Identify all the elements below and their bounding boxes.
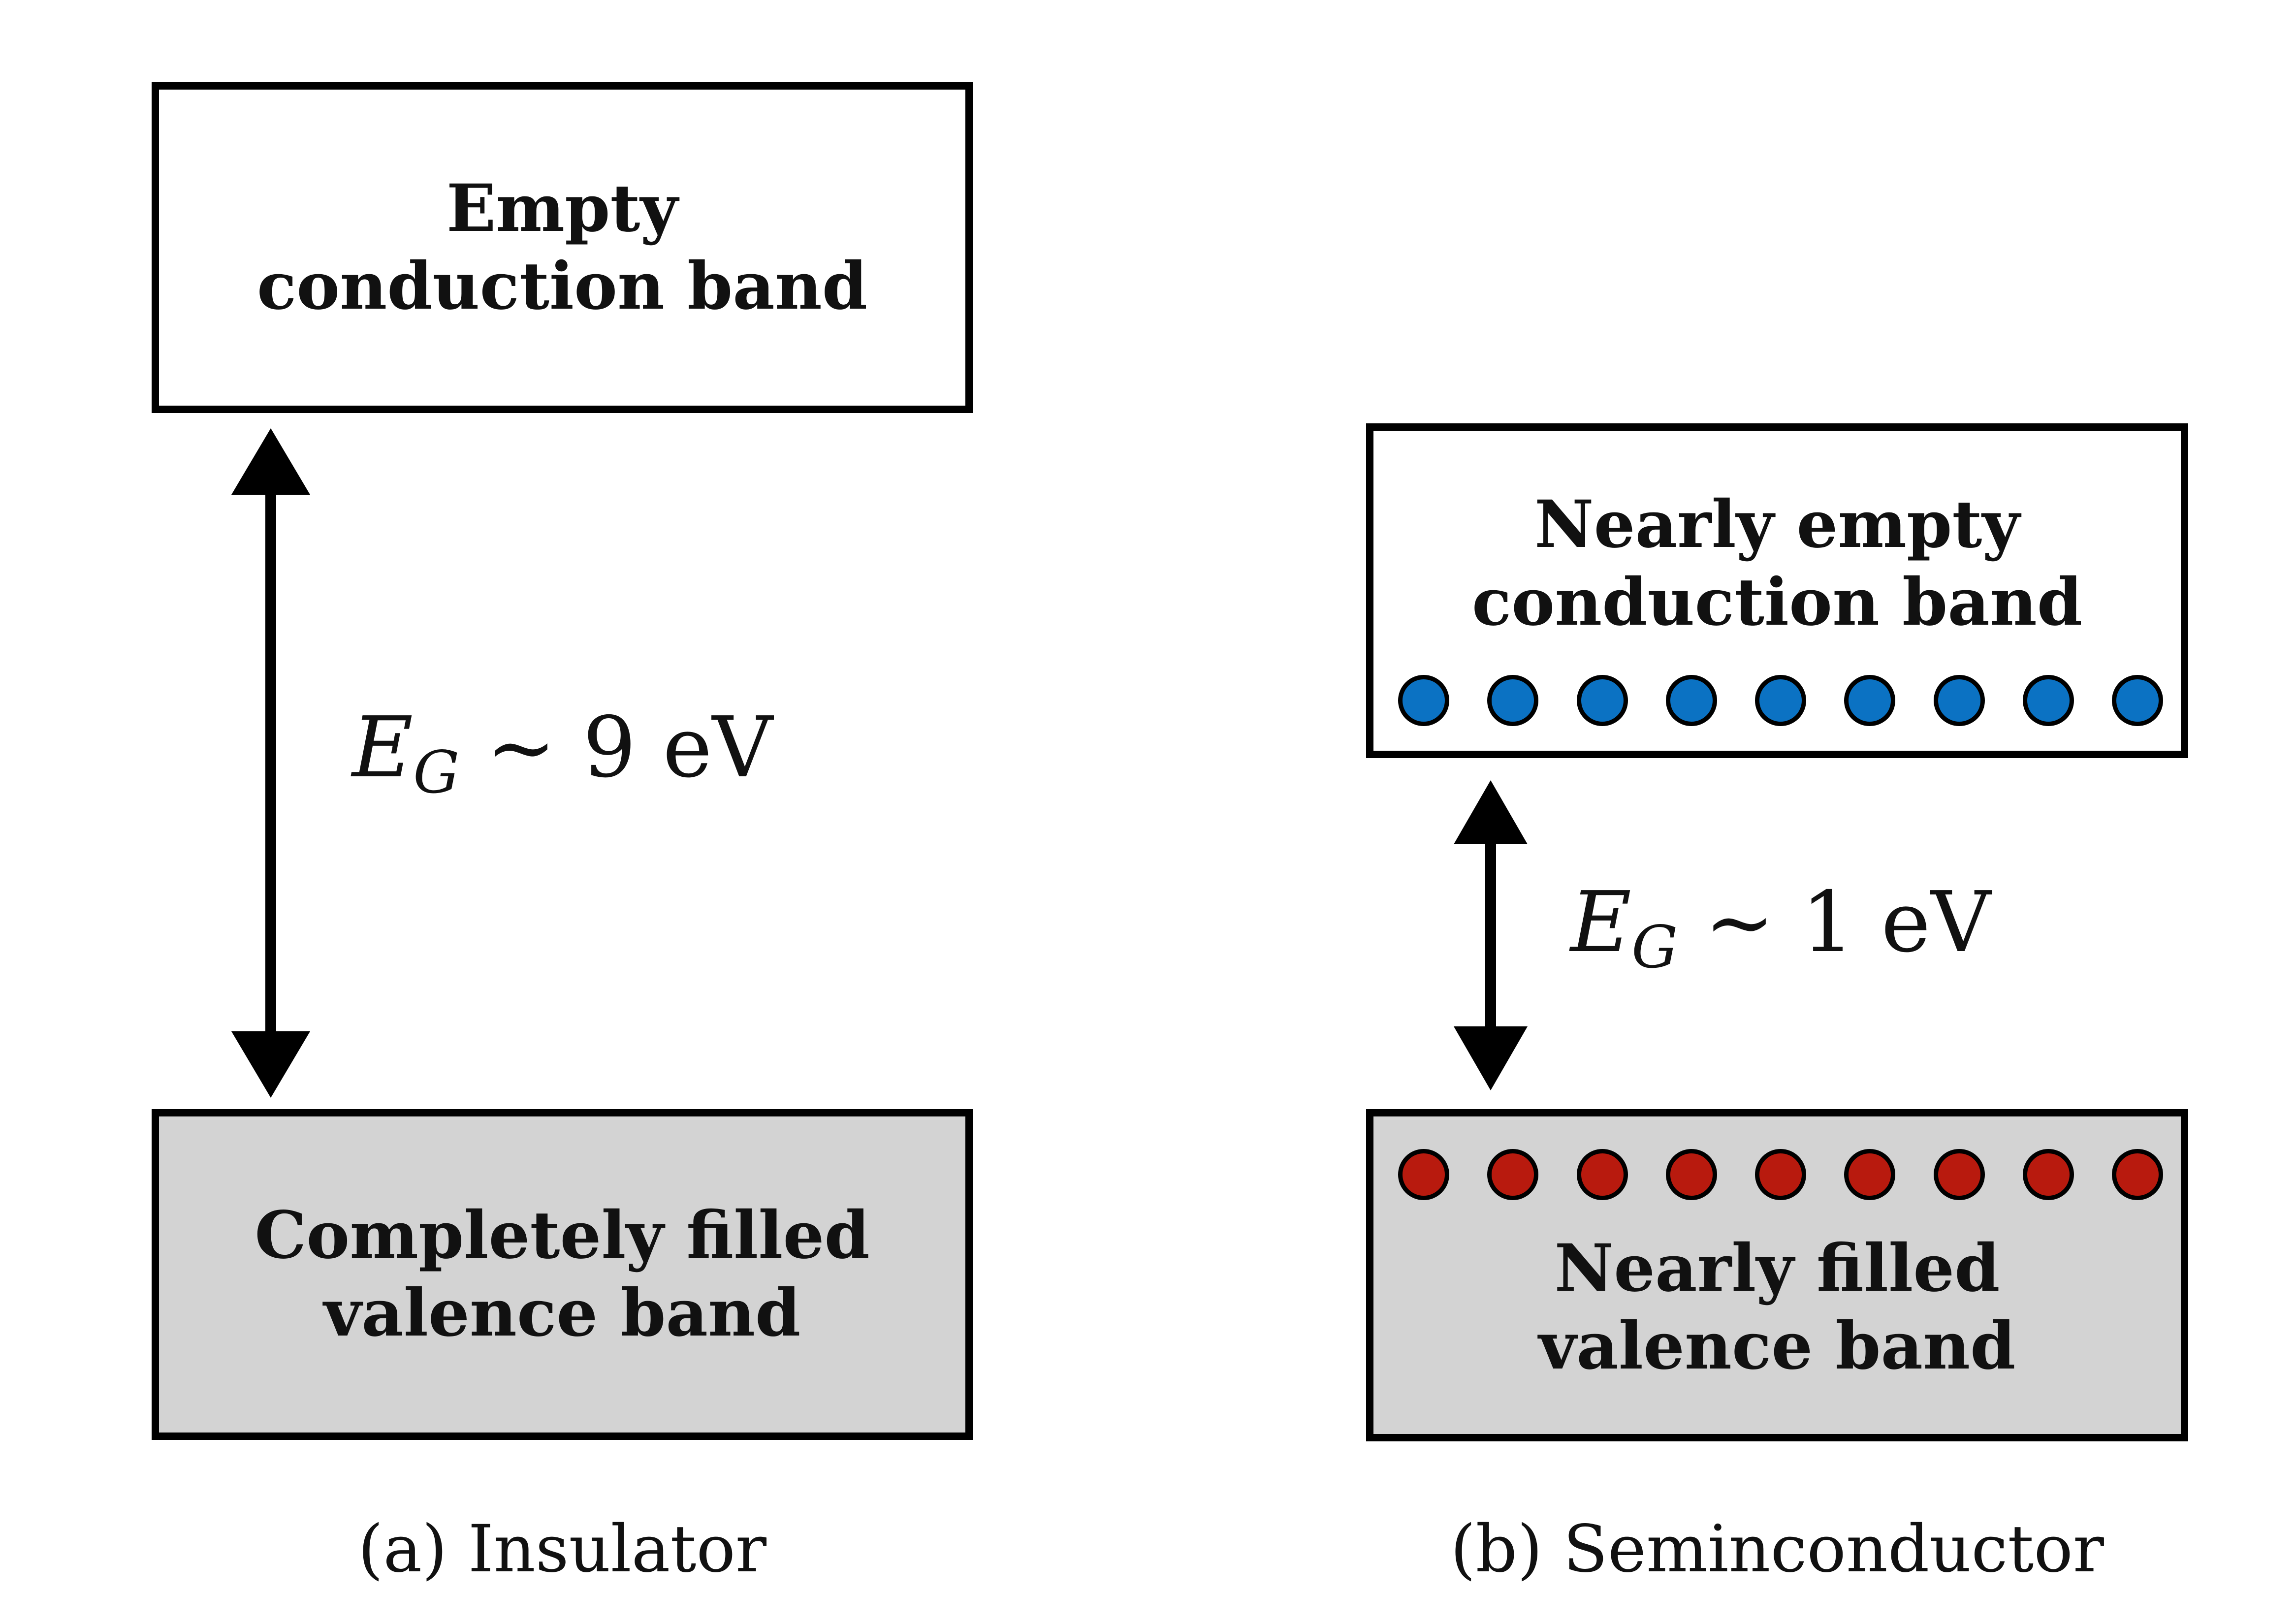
insulator-gap-arrow xyxy=(231,428,310,1098)
gap-subscript: G xyxy=(413,738,460,807)
electron-dot xyxy=(1755,675,1806,726)
hole-dot xyxy=(2022,1149,2074,1200)
gap-value: 1 xyxy=(1801,874,1855,971)
gap-unit: eV xyxy=(663,699,773,796)
electron-dot xyxy=(1844,675,1896,726)
gap-symbol: E xyxy=(352,699,414,796)
electron-dot xyxy=(1398,675,1449,726)
hole-dot xyxy=(1844,1149,1896,1200)
conduction-electrons xyxy=(1398,672,2163,729)
semiconductor-gap-arrow xyxy=(1454,780,1528,1090)
gap-relation: ∼ xyxy=(1704,874,1775,971)
semiconductor-conduction-band: Nearly empty conduction band xyxy=(1366,423,2188,758)
gap-unit: eV xyxy=(1881,874,1991,971)
electron-dot xyxy=(1933,675,1985,726)
hole-dot xyxy=(1487,1149,1539,1200)
insulator-conduction-band-label: Empty conduction band xyxy=(256,170,868,324)
electron-dot xyxy=(1576,675,1628,726)
gap-symbol: E xyxy=(1570,874,1632,971)
gap-relation: ∼ xyxy=(486,699,556,796)
gap-value: 9 xyxy=(582,699,637,796)
hole-dot xyxy=(1398,1149,1449,1200)
semiconductor-gap-energy-label: EG ∼ 1 eV xyxy=(1570,874,1991,981)
electron-dot xyxy=(2112,675,2163,726)
insulator-caption: (a) Insulator xyxy=(357,1511,767,1587)
electron-dot xyxy=(1487,675,1539,726)
electron-dot xyxy=(2022,675,2074,726)
hole-dot xyxy=(1665,1149,1717,1200)
hole-dot xyxy=(1933,1149,1985,1200)
hole-dot xyxy=(2112,1149,2163,1200)
hole-dot xyxy=(1755,1149,1806,1200)
electron-dot xyxy=(1665,675,1717,726)
semiconductor-valence-band: Nearly filled valence band xyxy=(1366,1109,2188,1441)
insulator-conduction-band: Empty conduction band xyxy=(152,82,973,413)
semiconductor-conduction-band-label: Nearly empty conduction band xyxy=(1471,486,2083,640)
insulator-valence-band: Completely filled valence band xyxy=(152,1109,973,1440)
valence-holes xyxy=(1398,1146,2163,1203)
hole-dot xyxy=(1576,1149,1628,1200)
semiconductor-valence-band-label: Nearly filled valence band xyxy=(1538,1230,2016,1384)
semiconductor-caption: (b) Seminconductor xyxy=(1450,1511,2104,1587)
insulator-gap-energy-label: EG ∼ 9 eV xyxy=(352,699,773,806)
insulator-valence-band-label: Completely filled valence band xyxy=(255,1197,870,1351)
gap-subscript: G xyxy=(1631,913,1678,982)
